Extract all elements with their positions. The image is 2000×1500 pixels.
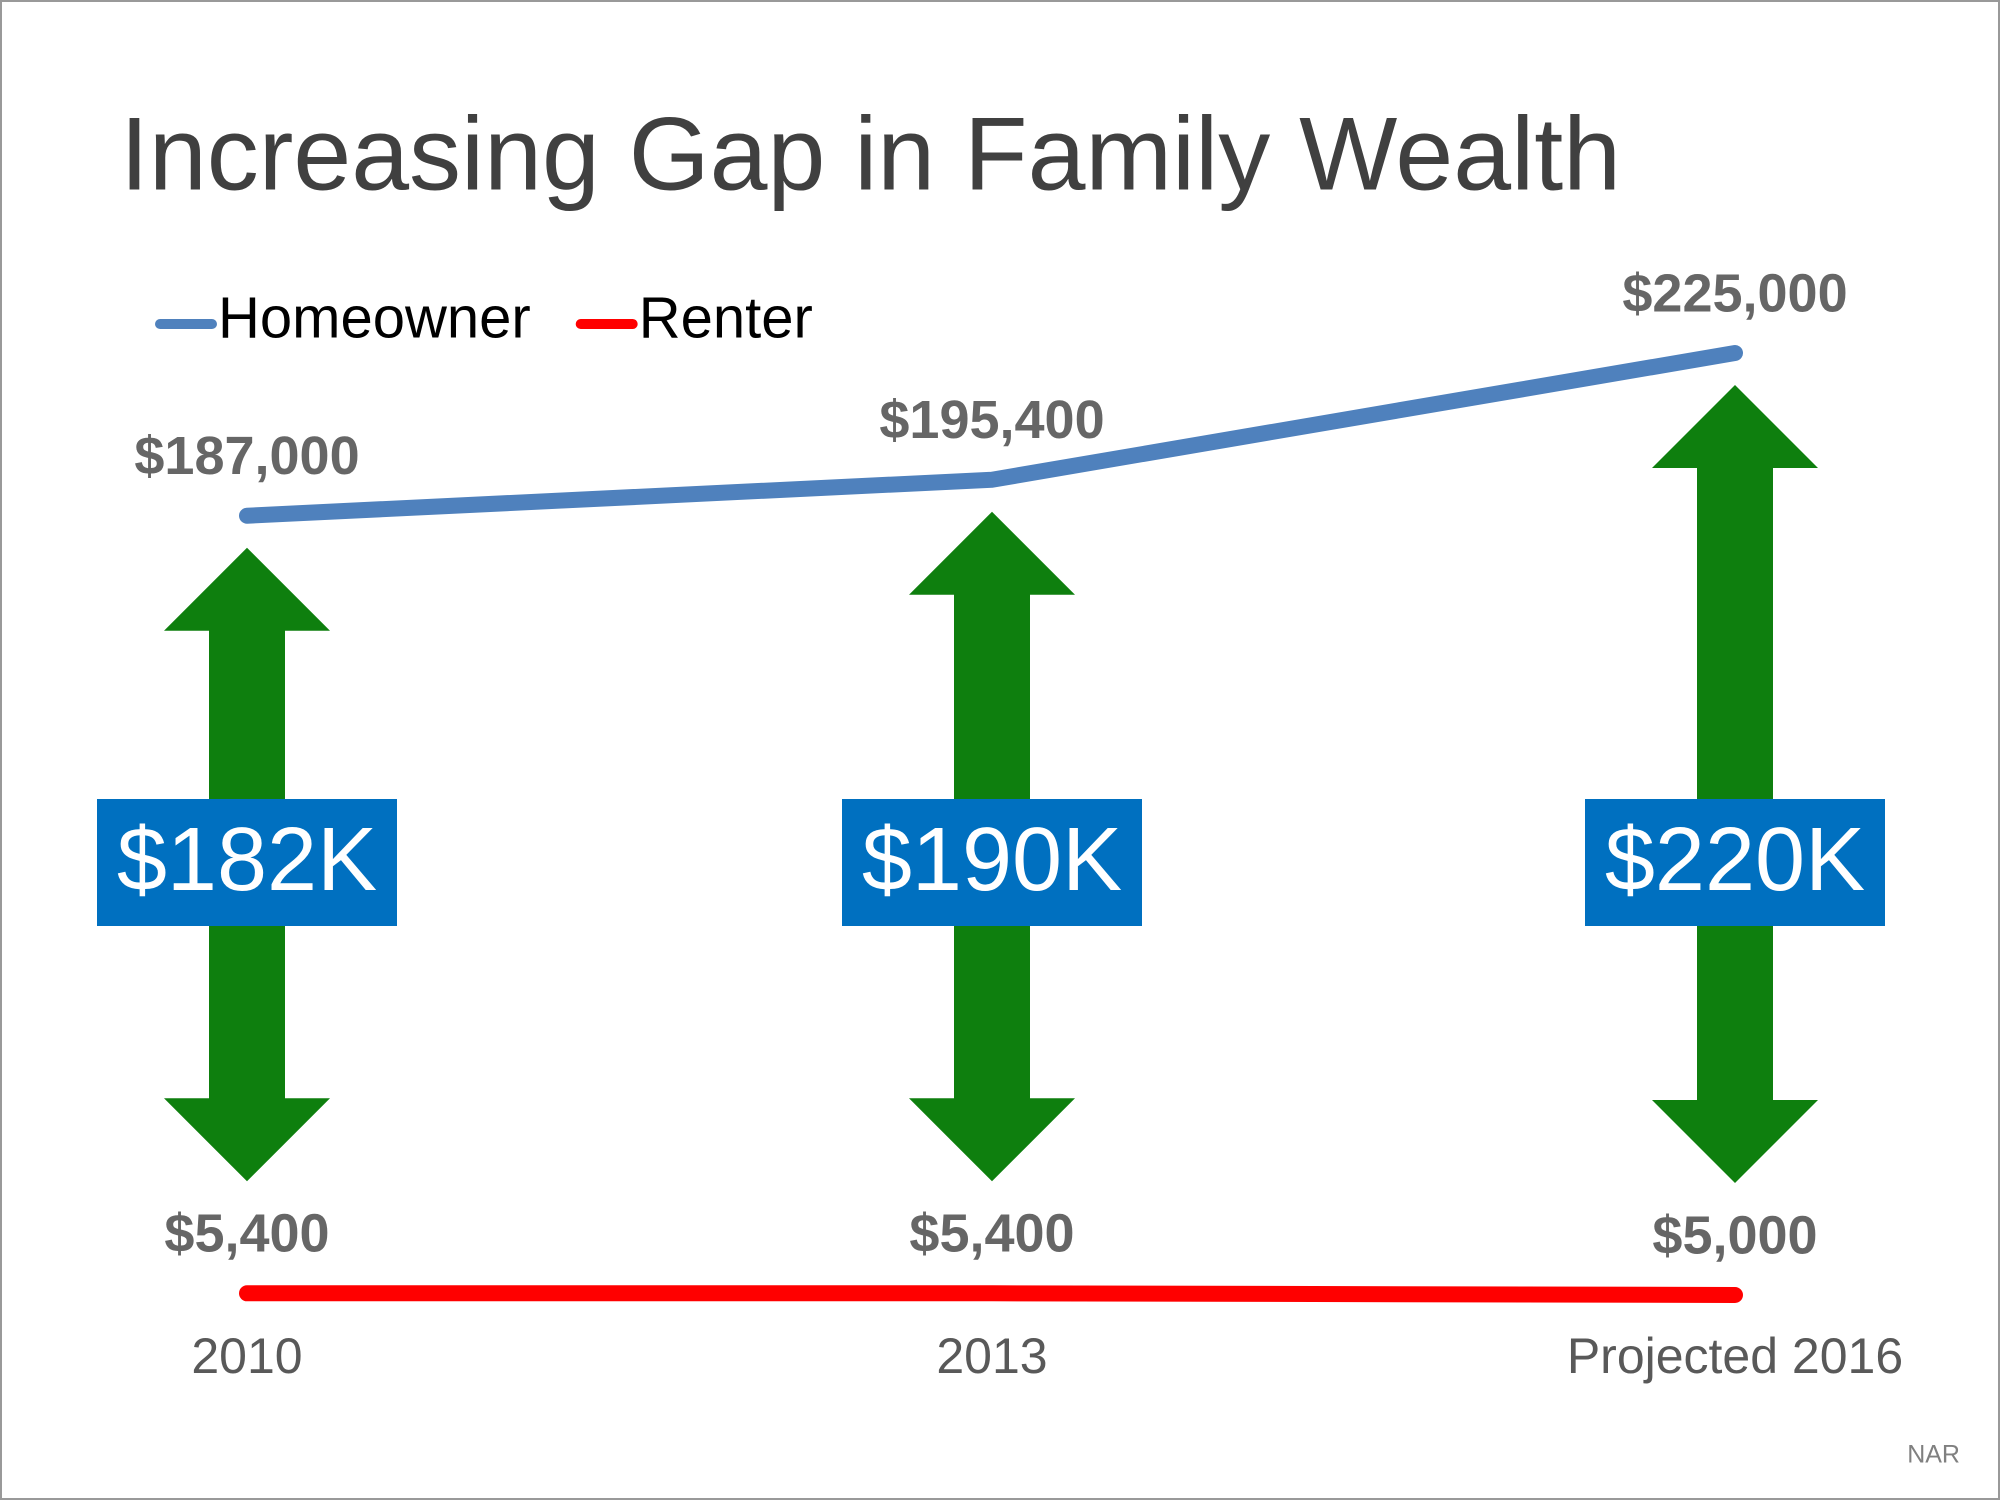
value-label: $5,400 xyxy=(909,1204,1074,1264)
gap-label: $220K xyxy=(1605,810,1865,910)
value-label: $5,000 xyxy=(1652,1205,1817,1265)
value-label: $225,000 xyxy=(1622,263,1847,323)
gap-label-box xyxy=(1585,799,1885,926)
x-tick-label: Projected 2016 xyxy=(1567,1328,1903,1384)
gap-label-box xyxy=(97,799,397,926)
series-line xyxy=(239,345,1743,524)
value-label: $5,400 xyxy=(164,1204,329,1264)
chart-title: Increasing Gap in Family Wealth xyxy=(120,96,1621,212)
x-tick-label: 2010 xyxy=(191,1328,302,1384)
value-label: $187,000 xyxy=(134,426,359,486)
source: NAR xyxy=(1907,1441,1960,1469)
gap-label: $182K xyxy=(117,810,377,910)
x-tick-label: 2013 xyxy=(936,1328,1047,1384)
gap-label-box xyxy=(842,799,1142,926)
legend-label: Homeowner xyxy=(218,285,531,350)
legend-label: Renter xyxy=(639,285,813,350)
gap-label: $190K xyxy=(862,810,1122,910)
value-label: $195,400 xyxy=(879,390,1104,450)
gap-arrow xyxy=(1652,385,1818,1183)
series-line xyxy=(239,1285,1743,1303)
